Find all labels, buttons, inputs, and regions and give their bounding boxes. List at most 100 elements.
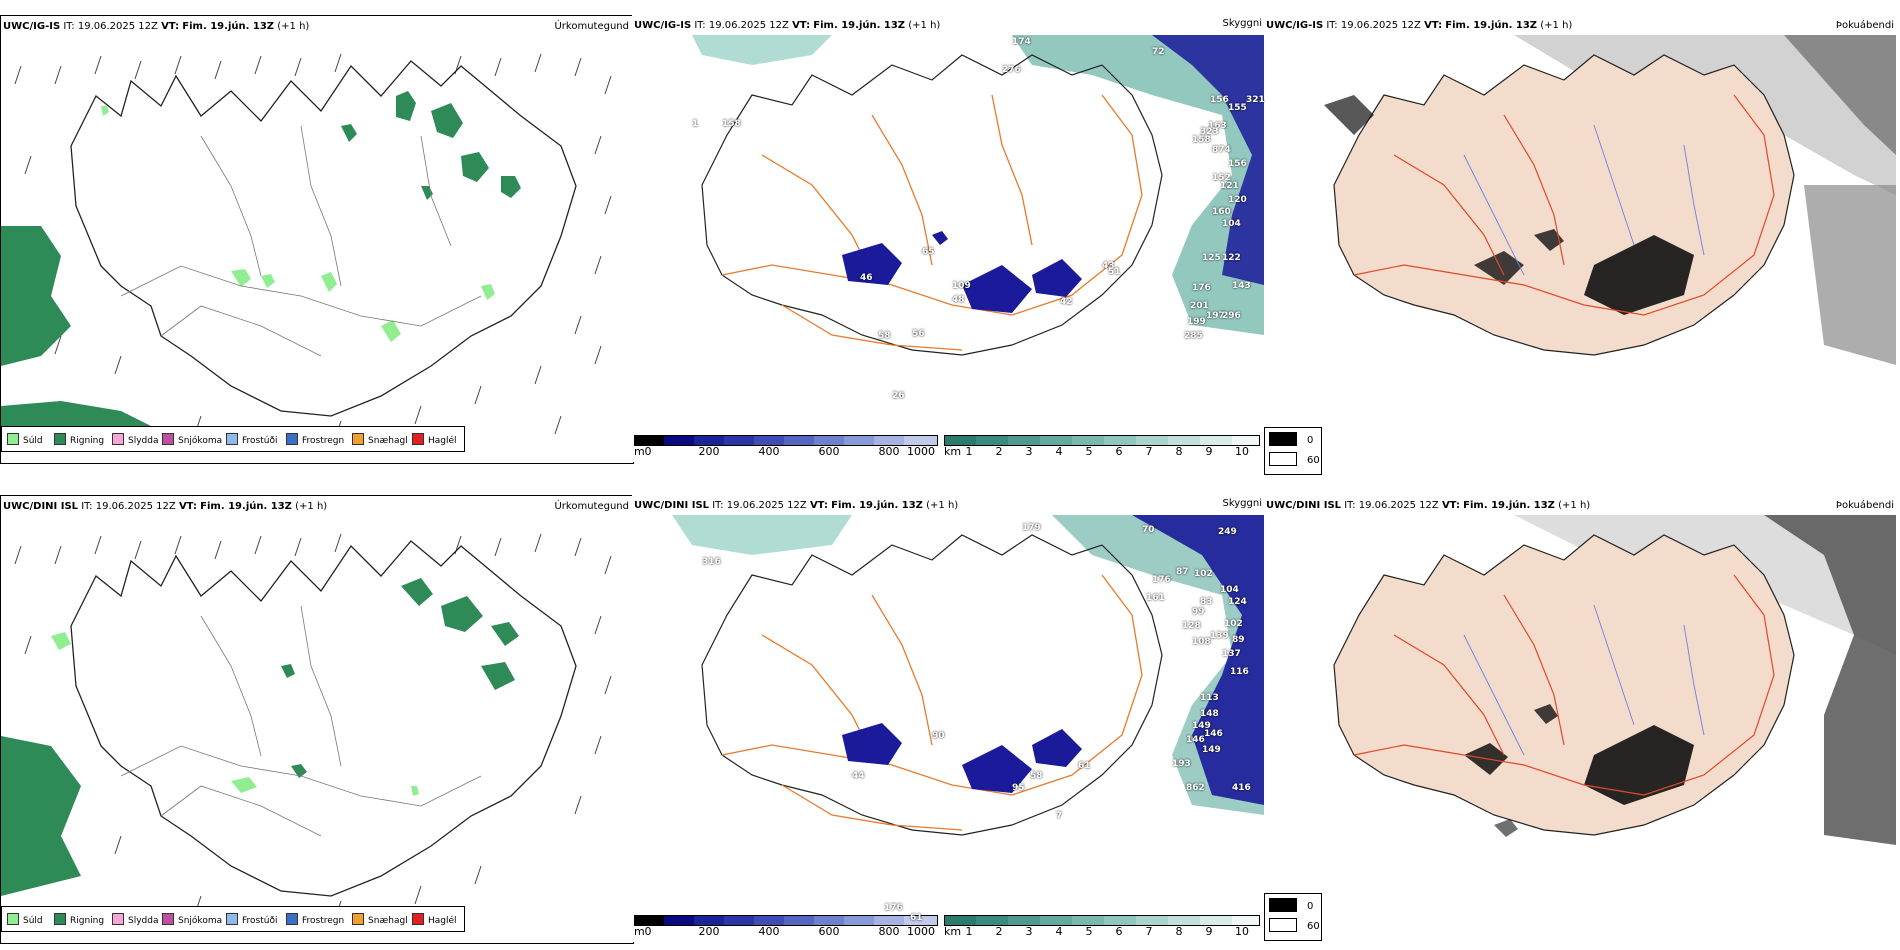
roads [120, 125, 482, 357]
fog-roads [1353, 574, 1775, 796]
legend-item-frostudi: Frostúði [226, 433, 277, 446]
colorbar-tick: 0 [644, 925, 652, 938]
colorbar-height: m 0 200 400 600 800 1000 [634, 435, 940, 461]
colorbar-tick: 0 [644, 445, 652, 458]
colorbar-tick: 600 [818, 925, 840, 938]
legend-item-haglel: Haglél [412, 433, 457, 446]
colorbar-tick: 800 [878, 925, 900, 938]
iceland-coast [70, 540, 577, 897]
colorbar-tick: 3 [1025, 445, 1033, 458]
legend-item-slydda: Slydda [112, 913, 158, 926]
colorbar-unit: km [944, 445, 962, 458]
precip-legend: Súld Rigning Slydda Snjókoma Frostúði Fr… [1, 426, 465, 452]
panel-header: UWC/DINI ISL IT: 19.06.2025 12Z VT: Fim.… [1266, 500, 1591, 511]
colorbar-distance: km 1 2 3 4 5 6 7 8 9 10 [944, 915, 1262, 941]
fog-legend: 0 60 [1264, 893, 1322, 941]
legend-swatch [7, 433, 19, 445]
colorbar-tick: 5 [1085, 925, 1093, 938]
colorbar-unit: m [634, 925, 645, 938]
panel-header: UWC/IG-IS IT: 19.06.2025 12Z VT: Fim. 19… [634, 20, 941, 31]
legend-item-snjokoma: Snjókoma [162, 913, 222, 926]
colorbar-tick: 400 [758, 925, 780, 938]
colorbar-tick: 2 [995, 925, 1003, 938]
fog-rivers [1463, 124, 1705, 276]
precip-panel-top: UWC/IG-IS IT: 19.06.2025 12Z VT: Fim. 19… [0, 15, 634, 464]
fog-panel-top: UWC/IG-IS IT: 19.06.2025 12Z VT: Fim. 19… [1264, 15, 1900, 475]
legend-item-snjokoma: Snjókoma [162, 433, 222, 446]
fog-map [1264, 515, 1896, 915]
fog-rivers [1463, 604, 1705, 756]
panel-title: Úrkomutegund [554, 501, 629, 512]
rain-area-west [1, 736, 81, 896]
fog-legend-item: 0 [1269, 432, 1313, 446]
legend-item-haglel: Haglél [412, 913, 457, 926]
colorbar-tick: 7 [1145, 445, 1153, 458]
panel-title: Úrkomutegund [554, 21, 629, 32]
fog-legend-item: 60 [1269, 452, 1320, 466]
iceland-coast [70, 60, 577, 417]
rain-cells [341, 91, 521, 200]
colorbar-tick: 1000 [907, 445, 935, 458]
cloud-cells [842, 723, 1082, 793]
precip-panel-bottom: UWC/DINI ISL IT: 19.06.2025 12Z VT: Fim.… [0, 495, 634, 944]
fog-legend-item: 0 [1269, 898, 1313, 912]
fog-map [1264, 35, 1896, 435]
legend-item-slydda: Slydda [112, 433, 158, 446]
fog-legend: 0 60 [1264, 427, 1322, 475]
cloud-panel-bottom: UWC/DINI ISL IT: 19.06.2025 12Z VT: Fim.… [632, 495, 1264, 942]
cloud-panel-top: UWC/IG-IS IT: 19.06.2025 12Z VT: Fim. 19… [632, 15, 1264, 462]
colorbar-tick: 7 [1145, 925, 1153, 938]
colorbar-tick: 8 [1175, 925, 1183, 938]
colorbar-unit: km [944, 925, 962, 938]
legend-item-frostregn: Frostregn [286, 433, 344, 446]
colorbar-tick: 400 [758, 445, 780, 458]
colorbar-tick: 8 [1175, 445, 1183, 458]
cloud-map [632, 35, 1264, 435]
fog-legend-item: 60 [1269, 918, 1320, 932]
drizzle-cells [101, 106, 495, 342]
iceland-coast [701, 54, 1163, 356]
colorbar-tick: 10 [1235, 925, 1249, 938]
legend-item-frostregn: Frostregn [286, 913, 344, 926]
colorbar-tick: 1 [965, 445, 973, 458]
precip-map [1, 36, 633, 441]
colorbar-tick: 1 [965, 925, 973, 938]
colorbar-tick: 800 [878, 445, 900, 458]
legend-item-sud: Súld [7, 433, 43, 446]
colorbar-tick: 5 [1085, 445, 1093, 458]
colorbar-tick: 9 [1205, 925, 1213, 938]
legend-item-frostudi: Frostúði [226, 913, 277, 926]
fog-patches [1464, 704, 1694, 837]
cloud-cells [842, 231, 1082, 313]
colorbar-tick: 4 [1055, 445, 1063, 458]
colorbar-tick: 1000 [907, 925, 935, 938]
precip-legend: Súld Rigning Slydda Snjókoma Frostúði Fr… [1, 906, 465, 932]
colorbar-tick: 4 [1055, 925, 1063, 938]
drizzle-cells [51, 632, 419, 796]
legend-item-rigning: Rigning [54, 433, 104, 446]
panel-title: Þokuábendi [1835, 20, 1894, 31]
colorbar-tick: 200 [698, 925, 720, 938]
panel-header: UWC/DINI ISL IT: 19.06.2025 12Z VT: Fim.… [634, 500, 959, 511]
legend-item-snaehagl: Snæhagl [352, 433, 408, 446]
colorbar-tick: 600 [818, 445, 840, 458]
colorbar-tick: 2 [995, 445, 1003, 458]
colorbar-tick: 6 [1115, 445, 1123, 458]
colorbar-tick: 9 [1205, 445, 1213, 458]
colorbar-distance: km 1 2 3 4 5 6 7 8 9 10 [944, 435, 1262, 461]
panel-header: UWC/IG-IS IT: 19.06.2025 12Z VT: Fim. 19… [3, 21, 310, 32]
colorbar-tick: 10 [1235, 445, 1249, 458]
panel-header: UWC/IG-IS IT: 19.06.2025 12Z VT: Fim. 19… [1266, 20, 1573, 31]
wind-barbs [14, 533, 612, 921]
colorbar-tick: 3 [1025, 925, 1033, 938]
colorbar-tick: 6 [1115, 925, 1123, 938]
fog-patches [1324, 95, 1694, 315]
rain-cells [281, 578, 519, 778]
rain-area-west [1, 226, 71, 366]
panel-title: Skyggni [1222, 18, 1262, 29]
iceland-coast [701, 534, 1163, 836]
fog-roads [1353, 94, 1775, 316]
panel-header: UWC/DINI ISL IT: 19.06.2025 12Z VT: Fim.… [3, 501, 328, 512]
legend-item-rigning: Rigning [54, 913, 104, 926]
cloud-map [632, 515, 1264, 915]
